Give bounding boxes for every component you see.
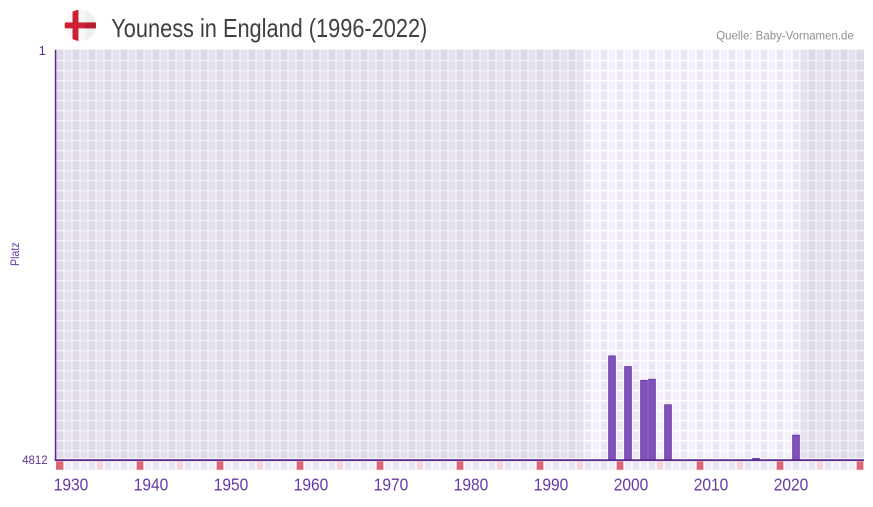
svg-text:1960: 1960 (294, 475, 329, 495)
svg-text:1940: 1940 (134, 475, 169, 495)
svg-text:2000: 2000 (614, 475, 649, 495)
svg-text:1970: 1970 (374, 475, 409, 495)
svg-text:2020: 2020 (774, 475, 809, 495)
svg-text:Youness in England (1996-2022): Youness in England (1996-2022) (111, 13, 427, 43)
svg-text:4812: 4812 (22, 455, 47, 467)
svg-text:1930: 1930 (54, 475, 89, 495)
svg-text:Platz: Platz (8, 242, 22, 266)
svg-text:2010: 2010 (694, 475, 729, 495)
svg-text:1980: 1980 (454, 475, 489, 495)
svg-text:1990: 1990 (534, 475, 569, 495)
svg-text:1950: 1950 (214, 475, 249, 495)
svg-text:Quelle: Baby-Vornamen.de: Quelle: Baby-Vornamen.de (716, 28, 854, 42)
svg-text:1: 1 (39, 43, 46, 58)
